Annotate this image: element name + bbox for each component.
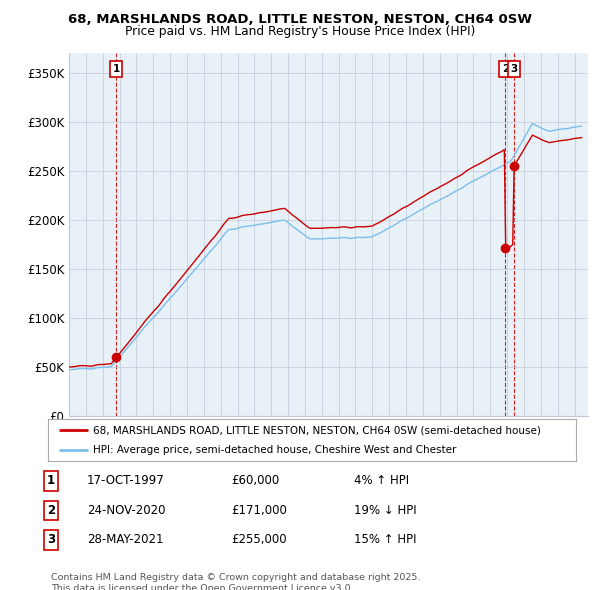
Text: HPI: Average price, semi-detached house, Cheshire West and Chester: HPI: Average price, semi-detached house,… bbox=[93, 445, 456, 455]
Text: 68, MARSHLANDS ROAD, LITTLE NESTON, NESTON, CH64 0SW: 68, MARSHLANDS ROAD, LITTLE NESTON, NEST… bbox=[68, 13, 532, 26]
Text: Contains HM Land Registry data © Crown copyright and database right 2025.
This d: Contains HM Land Registry data © Crown c… bbox=[51, 573, 421, 590]
Text: 2: 2 bbox=[502, 64, 509, 74]
Text: 1: 1 bbox=[47, 474, 55, 487]
Text: £60,000: £60,000 bbox=[231, 474, 279, 487]
Text: 2: 2 bbox=[47, 504, 55, 517]
Text: £171,000: £171,000 bbox=[231, 504, 287, 517]
Text: 3: 3 bbox=[511, 64, 518, 74]
Text: 17-OCT-1997: 17-OCT-1997 bbox=[87, 474, 165, 487]
Text: 1: 1 bbox=[112, 64, 119, 74]
Text: £255,000: £255,000 bbox=[231, 533, 287, 546]
Text: 24-NOV-2020: 24-NOV-2020 bbox=[87, 504, 166, 517]
Text: Price paid vs. HM Land Registry's House Price Index (HPI): Price paid vs. HM Land Registry's House … bbox=[125, 25, 475, 38]
Text: 28-MAY-2021: 28-MAY-2021 bbox=[87, 533, 163, 546]
Text: 68, MARSHLANDS ROAD, LITTLE NESTON, NESTON, CH64 0SW (semi-detached house): 68, MARSHLANDS ROAD, LITTLE NESTON, NEST… bbox=[93, 425, 541, 435]
Text: 15% ↑ HPI: 15% ↑ HPI bbox=[354, 533, 416, 546]
Text: 4% ↑ HPI: 4% ↑ HPI bbox=[354, 474, 409, 487]
Text: 19% ↓ HPI: 19% ↓ HPI bbox=[354, 504, 416, 517]
Text: 3: 3 bbox=[47, 533, 55, 546]
